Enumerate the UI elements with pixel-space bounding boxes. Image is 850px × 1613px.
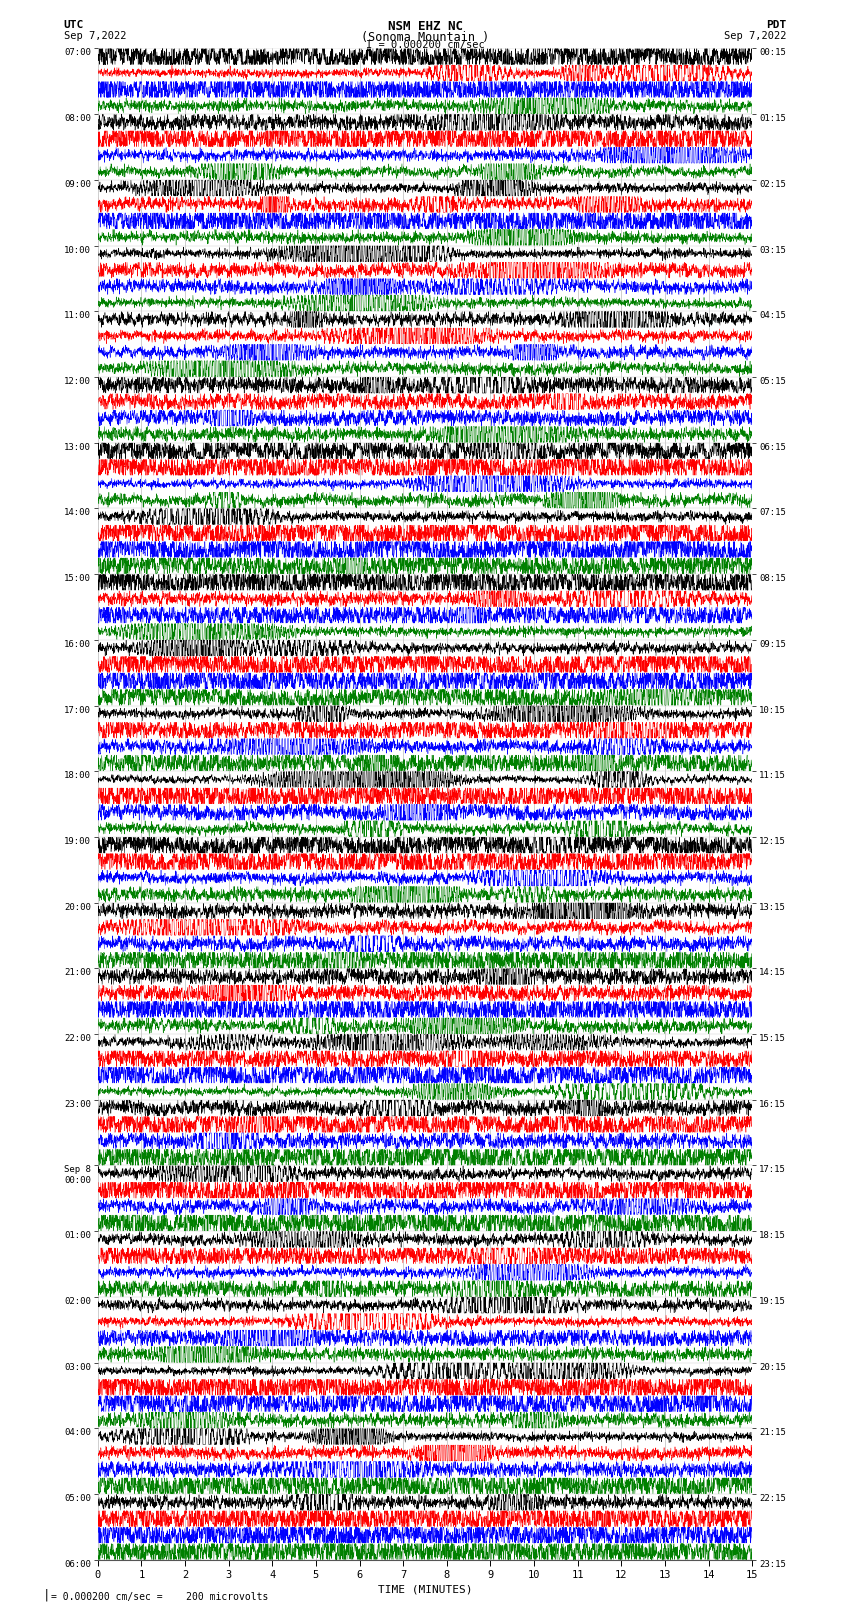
X-axis label: TIME (MINUTES): TIME (MINUTES)	[377, 1584, 473, 1594]
Text: I = 0.000200 cm/sec: I = 0.000200 cm/sec	[366, 40, 484, 50]
Text: UTC: UTC	[64, 19, 84, 31]
Text: Sep 7,2022: Sep 7,2022	[723, 31, 786, 40]
Text: Sep 7,2022: Sep 7,2022	[64, 31, 127, 40]
Text: |: |	[43, 1589, 50, 1602]
Text: PDT: PDT	[766, 19, 786, 31]
Text: = 0.000200 cm/sec =    200 microvolts: = 0.000200 cm/sec = 200 microvolts	[51, 1592, 269, 1602]
Text: NSM EHZ NC: NSM EHZ NC	[388, 19, 462, 34]
Text: (Sonoma Mountain ): (Sonoma Mountain )	[361, 31, 489, 44]
